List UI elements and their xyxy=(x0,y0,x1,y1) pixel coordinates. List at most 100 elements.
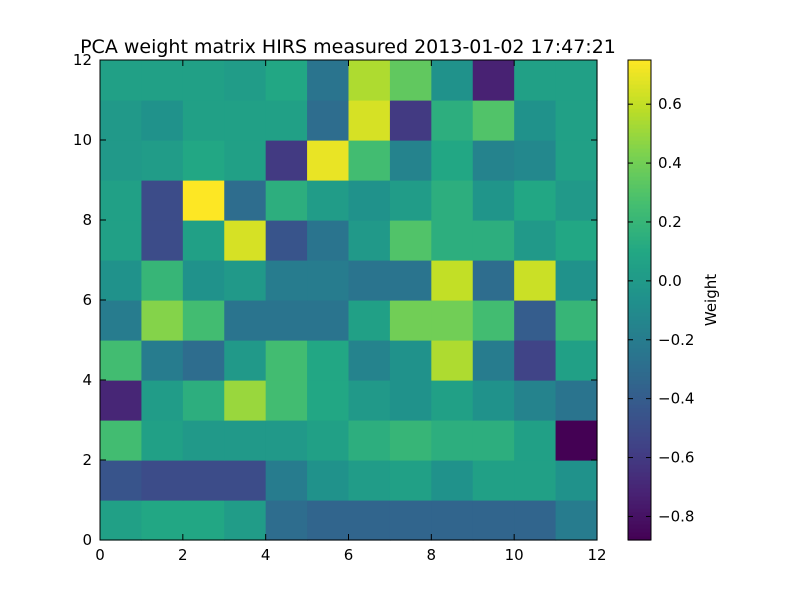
colorbar-tick-label: 0.2 xyxy=(658,213,682,231)
colorbar-segment xyxy=(628,376,651,381)
colorbar-segment xyxy=(628,348,651,353)
heatmap-cell xyxy=(555,420,598,461)
heatmap-cell xyxy=(472,300,515,341)
colorbar-segment xyxy=(628,212,651,217)
colorbar-segment xyxy=(628,524,651,529)
axis-ticks: 0 2 4 6 8 10 12 0 2 4 6 8 10 12 xyxy=(73,51,607,564)
heatmap-cell xyxy=(182,300,225,341)
colorbar-segment xyxy=(628,248,651,253)
heatmap-cell xyxy=(555,340,598,381)
heatmap-cell xyxy=(348,300,391,341)
heatmap-cell xyxy=(265,140,308,181)
heatmap-cell xyxy=(265,220,308,261)
heatmap-cell xyxy=(348,460,391,501)
colorbar-segment xyxy=(628,140,651,145)
heatmap-cell xyxy=(348,380,391,421)
y-tick-label: 0 xyxy=(82,531,92,549)
colorbar-tick-label: 0.0 xyxy=(658,272,682,290)
colorbar-segment xyxy=(628,500,651,505)
colorbar-segment xyxy=(628,136,651,141)
heatmap-cell xyxy=(514,60,557,101)
heatmap-cell xyxy=(472,220,515,261)
colorbar-segment xyxy=(628,444,651,449)
heatmap-cell xyxy=(307,140,350,181)
heatmap-cell xyxy=(182,180,225,221)
heatmap-cell xyxy=(555,260,598,301)
y-tick-label: 2 xyxy=(82,451,92,469)
heatmap-cell xyxy=(224,380,267,421)
heatmap-cell xyxy=(100,260,143,301)
heatmap-cell xyxy=(224,180,267,221)
colorbar-segment xyxy=(628,280,651,285)
colorbar-segment xyxy=(628,188,651,193)
heatmap-cell xyxy=(100,340,143,381)
colorbar-segment xyxy=(628,388,651,393)
colorbar-segment xyxy=(628,108,651,113)
colorbar-segment xyxy=(628,196,651,201)
colorbar-segment xyxy=(628,68,651,73)
colorbar-segment xyxy=(628,236,651,241)
colorbar-segment xyxy=(628,536,651,541)
colorbar-frame xyxy=(627,59,652,541)
colorbar-segment xyxy=(628,356,651,361)
colorbar-segment xyxy=(628,144,651,149)
colorbar-segment xyxy=(628,364,651,369)
heatmap-cell xyxy=(514,460,557,501)
y-tick-label: 4 xyxy=(82,371,92,389)
colorbar-segment xyxy=(628,352,651,357)
colorbar-segment xyxy=(628,528,651,533)
heatmap-cell xyxy=(182,140,225,181)
heatmap-cell xyxy=(141,180,184,221)
colorbar-segment xyxy=(628,320,651,325)
heatmap-cell xyxy=(514,140,557,181)
heatmap-cell xyxy=(265,300,308,341)
colorbar-segment xyxy=(628,488,651,493)
colorbar-segment xyxy=(628,424,651,429)
heatmap-cell xyxy=(555,140,598,181)
heatmap-cell xyxy=(224,460,267,501)
colorbar-segment xyxy=(628,228,651,233)
heatmap-cell xyxy=(100,460,143,501)
colorbar-segment xyxy=(628,116,651,121)
colorbar-segment xyxy=(628,276,651,281)
heatmap-cell xyxy=(472,340,515,381)
heatmap-cell xyxy=(307,500,350,541)
colorbar-segment xyxy=(628,168,651,173)
heatmap-cell xyxy=(307,340,350,381)
y-tick-label: 6 xyxy=(82,291,92,309)
heatmap-cell xyxy=(307,60,350,101)
colorbar-segment xyxy=(628,408,651,413)
colorbar-segment xyxy=(628,516,651,521)
heatmap-cell xyxy=(555,460,598,501)
heatmap-cell xyxy=(431,60,474,101)
colorbar-segment xyxy=(628,360,651,365)
heatmap-cell xyxy=(348,140,391,181)
colorbar-segment xyxy=(628,80,651,85)
colorbar-segment xyxy=(628,380,651,385)
colorbar-segment xyxy=(628,504,651,509)
colorbar-segment xyxy=(628,520,651,525)
heatmap-cell xyxy=(141,260,184,301)
heatmap-cell xyxy=(389,100,432,141)
colorbar-segment xyxy=(628,76,651,81)
heatmap-cell xyxy=(224,60,267,101)
heatmap-cell xyxy=(182,420,225,461)
colorbar-segment xyxy=(628,396,651,401)
heatmap-cell xyxy=(141,140,184,181)
heatmap-cell xyxy=(182,380,225,421)
colorbar-segment xyxy=(628,84,651,89)
x-tick-label: 4 xyxy=(261,546,271,564)
colorbar-segment xyxy=(628,180,651,185)
colorbar-segment xyxy=(628,244,651,249)
colorbar-segment xyxy=(628,64,651,69)
colorbar-segment xyxy=(628,200,651,205)
colorbar-segment xyxy=(628,104,651,109)
heatmap-cell xyxy=(348,260,391,301)
colorbar-segment xyxy=(628,88,651,93)
heatmap-cell xyxy=(182,460,225,501)
heatmap-cell xyxy=(141,220,184,261)
colorbar-segment xyxy=(628,256,651,261)
heatmap-cell xyxy=(307,220,350,261)
heatmap-cell xyxy=(265,460,308,501)
